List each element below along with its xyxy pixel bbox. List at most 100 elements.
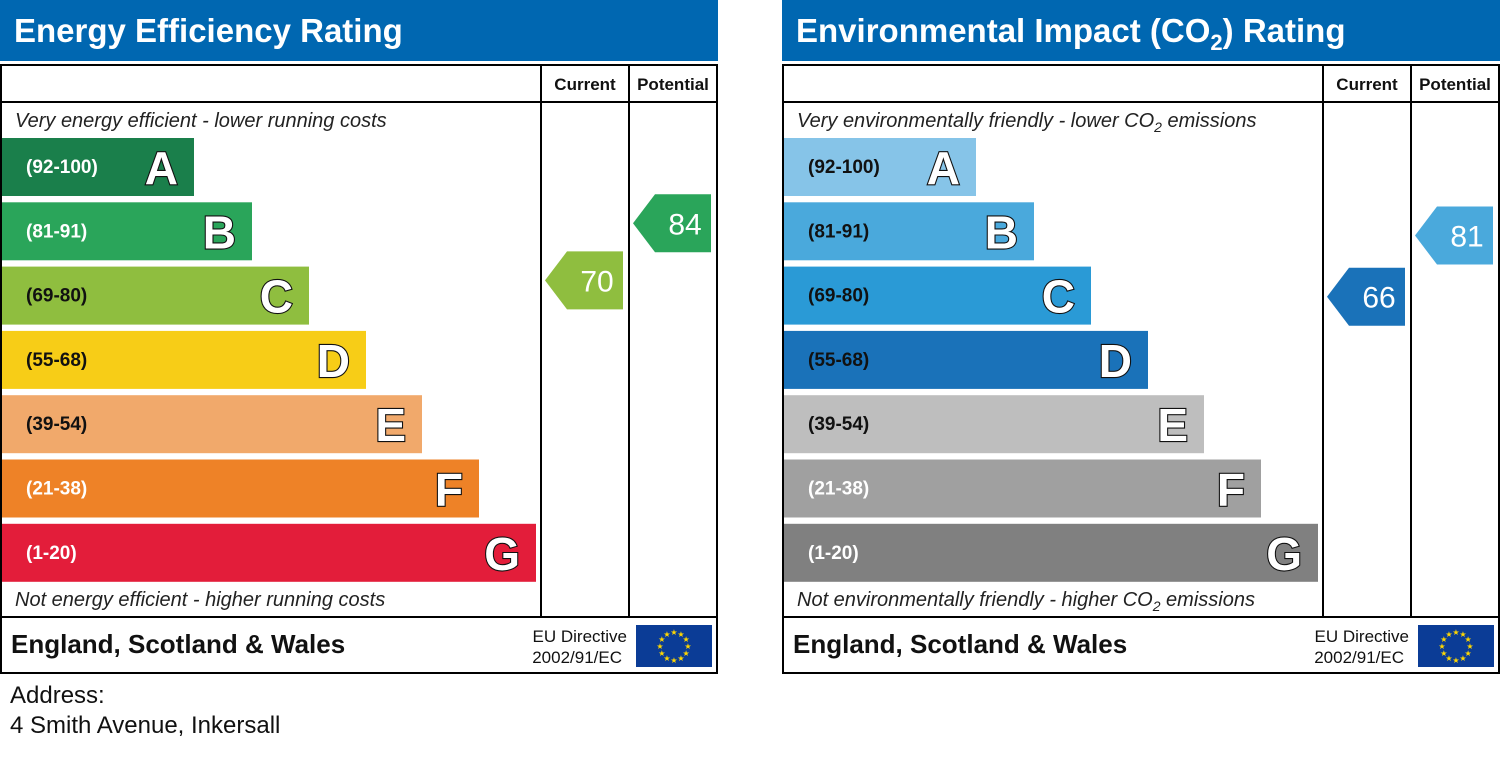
eu-flag-star: ★	[658, 649, 665, 658]
bottom-caption: Not environmentally friendly - higher CO…	[797, 589, 1255, 614]
band-range-a: (92-100)	[26, 157, 98, 178]
band-letter-c: C	[1042, 271, 1075, 323]
eu-flag-star: ★	[670, 628, 677, 637]
address-label: Address:	[10, 682, 105, 709]
band-range-e: (39-54)	[26, 414, 87, 435]
chart-header	[0, 0, 718, 61]
band-letter-b: B	[985, 206, 1018, 258]
eu-flag-star: ★	[1452, 656, 1459, 665]
eu-directive-line2: 2002/91/EC	[1314, 648, 1404, 667]
energy-efficiency-chart: Energy Efficiency Rating Current Potential…	[0, 0, 718, 674]
band-bar-b	[2, 202, 252, 261]
eu-flag-star: ★	[663, 654, 670, 663]
band-bar-c	[784, 266, 1091, 325]
eu-flag-star: ★	[677, 630, 684, 639]
band-bar-f	[784, 459, 1261, 518]
band-range-a: (92-100)	[808, 157, 880, 178]
band-bar-a	[2, 138, 194, 196]
column-header-potential: Potential	[1419, 75, 1491, 94]
eu-flag-star: ★	[670, 656, 677, 665]
band-letter-a: A	[927, 142, 960, 194]
chart-title: Environmental Impact (CO2) Rating	[796, 12, 1345, 55]
eu-flag-star: ★	[1465, 649, 1472, 658]
band-bar-d	[784, 330, 1148, 389]
band-letter-c: C	[260, 271, 293, 323]
eu-directive-line2: 2002/91/EC	[532, 648, 622, 667]
band-range-d: (55-68)	[26, 350, 87, 371]
eu-flag-field	[1418, 625, 1494, 667]
current-rating-arrow	[545, 251, 623, 310]
eu-flag-star: ★	[684, 642, 691, 651]
eu-flag-star: ★	[1445, 654, 1452, 663]
footer-region: England, Scotland & Wales	[11, 629, 345, 659]
top-caption: Very environmentally friendly - lower CO…	[797, 110, 1256, 135]
band-range-c: (69-80)	[26, 286, 87, 307]
band-letter-g: G	[1266, 528, 1302, 580]
band-letter-d: D	[1099, 335, 1132, 387]
band-bar-e	[2, 395, 422, 454]
band-bar-c	[2, 266, 309, 325]
chart-frame	[782, 64, 1500, 674]
band-bar-a	[784, 138, 976, 196]
top-caption: Very energy efficient - lower running co…	[15, 110, 387, 132]
eu-flag-star: ★	[1438, 642, 1445, 651]
band-range-b: (81-91)	[808, 221, 869, 242]
eu-flag-star: ★	[1445, 630, 1452, 639]
potential-rating-arrow	[633, 194, 711, 253]
eu-flag-icon: ★★★★★★★★★ ★ ★★	[636, 625, 712, 667]
eu-flag-star: ★	[1440, 635, 1447, 644]
band-bar-e	[784, 395, 1204, 454]
band-letter-b: B	[203, 206, 236, 258]
eu-flag-star: ★	[656, 642, 663, 651]
eu-flag-icon: ★★★★★★★★★ ★ ★★	[1418, 625, 1494, 667]
eu-directive-line1: EU Directive	[533, 627, 627, 646]
band-bar-b	[784, 202, 1034, 261]
chart-title: Energy Efficiency Rating	[14, 12, 403, 49]
potential-rating-value: 84	[668, 208, 701, 241]
band-range-c: (69-80)	[808, 286, 869, 307]
current-rating-value: 70	[580, 265, 613, 298]
eu-flag-star: ★	[1440, 649, 1447, 658]
band-range-g: (1-20)	[808, 543, 859, 564]
column-header-potential: Potential	[637, 75, 709, 94]
current-rating-arrow	[1327, 267, 1405, 326]
band-range-f: (21-38)	[808, 479, 869, 500]
band-letter-d: D	[317, 335, 350, 387]
column-header-current: Current	[554, 75, 616, 94]
band-bar-g	[2, 523, 536, 582]
eu-flag-star: ★	[1452, 628, 1459, 637]
eu-flag-star: ★	[683, 649, 690, 658]
potential-rating-arrow	[1415, 206, 1493, 265]
band-letter-g: G	[484, 528, 520, 580]
band-letter-f: F	[1217, 464, 1245, 516]
band-letter-e: E	[375, 399, 406, 451]
eu-flag-star: ★	[1459, 654, 1466, 663]
chart-header	[782, 0, 1500, 61]
band-range-f: (21-38)	[26, 479, 87, 500]
column-header-current: Current	[1336, 75, 1398, 94]
eu-flag-field	[636, 625, 712, 667]
current-rating-value: 66	[1362, 282, 1395, 315]
eu-flag-star: ★	[1465, 635, 1472, 644]
footer-region: England, Scotland & Wales	[793, 629, 1127, 659]
eu-flag-star: ★	[683, 635, 690, 644]
band-range-e: (39-54)	[808, 414, 869, 435]
band-letter-a: A	[145, 142, 178, 194]
potential-rating-value: 81	[1450, 221, 1483, 254]
eu-flag-star: ★	[1459, 630, 1466, 639]
chart-frame	[0, 64, 718, 674]
eu-directive-line1: EU Directive	[1315, 627, 1409, 646]
band-range-d: (55-68)	[808, 350, 869, 371]
band-letter-e: E	[1157, 399, 1188, 451]
environmental-impact-chart: Environmental Impact (CO2) Rating Current…	[782, 0, 1500, 674]
eu-flag-star: ★	[658, 635, 665, 644]
band-bar-g	[784, 523, 1318, 582]
eu-flag-star: ★	[1466, 642, 1473, 651]
address-value: 4 Smith Avenue, Inkersall	[10, 712, 281, 739]
band-range-g: (1-20)	[26, 543, 77, 564]
band-range-b: (81-91)	[26, 221, 87, 242]
bottom-caption: Not energy efficient - higher running co…	[15, 589, 385, 611]
eu-flag-star: ★	[677, 654, 684, 663]
band-bar-f	[2, 459, 479, 518]
